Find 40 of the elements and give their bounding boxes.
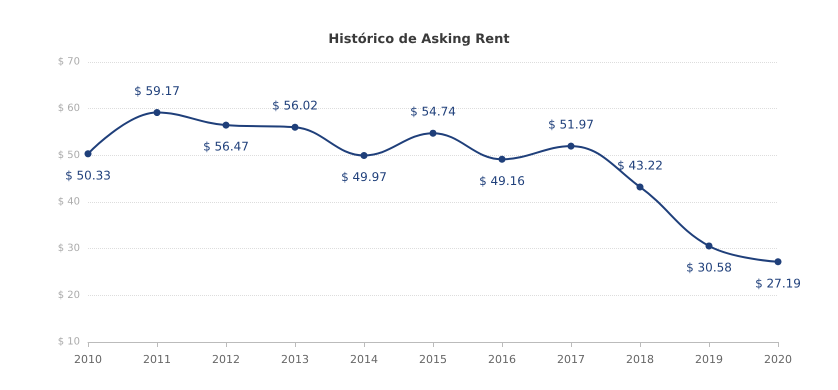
y-tick-label: $ 30 — [58, 243, 80, 254]
point — [292, 124, 298, 131]
x-tick-label: 2010 — [74, 353, 102, 366]
point — [360, 152, 368, 159]
y-tick-label: $ 50 — [58, 150, 80, 161]
x-tick-label: 2020 — [764, 353, 792, 366]
y-tick-label: $ 70 — [58, 56, 80, 68]
point — [568, 142, 574, 150]
point — [430, 130, 436, 137]
chart-title: Histórico de Asking Rent — [328, 32, 510, 47]
point — [498, 156, 506, 163]
x-tick-label: 2017 — [557, 353, 585, 366]
x-tick-label: 2014 — [350, 353, 378, 366]
point — [706, 242, 712, 250]
data-label: $ 54.74 — [410, 104, 456, 119]
point — [154, 109, 160, 116]
point — [84, 150, 92, 158]
x-tick-label: 2016 — [488, 353, 516, 366]
y-tick-label: $ 60 — [58, 103, 80, 114]
data-label: $ 30.58 — [686, 260, 732, 274]
x-tick-label: 2011 — [143, 353, 171, 366]
x-tick-label: 2013 — [281, 353, 309, 366]
data-label: $ 27.19 — [755, 276, 801, 290]
point — [636, 183, 644, 190]
x-tick-label: 2019 — [695, 353, 723, 366]
data-label: $ 56.47 — [203, 140, 249, 154]
y-tick-label: $ 40 — [58, 196, 80, 208]
data-label: $ 56.02 — [272, 98, 318, 113]
x-tick-label: 2012 — [212, 353, 240, 366]
point — [774, 258, 782, 266]
x-tick-label: 2015 — [419, 353, 447, 366]
data-label: $ 51.97 — [548, 118, 594, 132]
data-label: $ 50.33 — [65, 168, 111, 182]
data-label: $ 59.17 — [134, 84, 180, 98]
point — [222, 122, 230, 129]
y-tick-label: $ 10 — [58, 336, 80, 348]
x-tick-label: 2018 — [626, 353, 654, 366]
y-tick-label: $ 20 — [58, 290, 80, 301]
data-label: $ 49.16 — [479, 174, 525, 188]
data-label: $ 49.97 — [341, 170, 387, 184]
